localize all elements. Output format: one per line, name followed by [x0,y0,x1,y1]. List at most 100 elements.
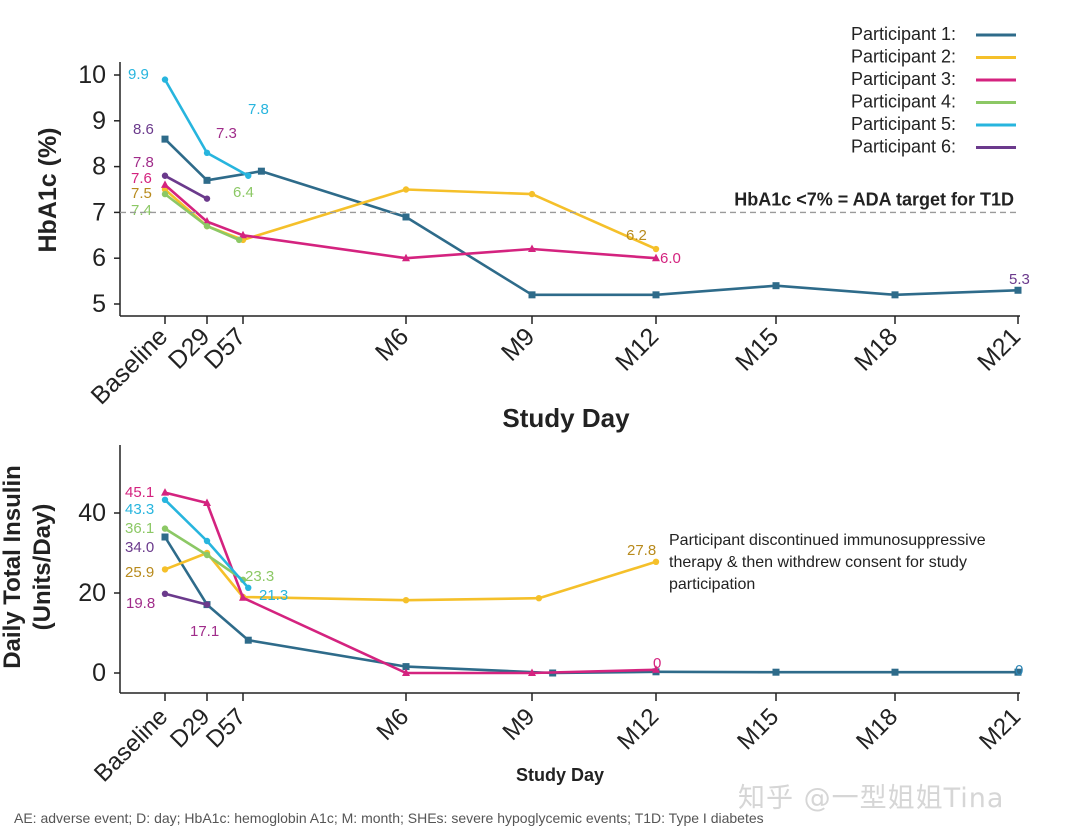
hba1c-y-tick-label: 10 [78,61,106,89]
insulin-data-label: 17.1 [190,623,219,640]
hba1c-data-label: 8.6 [133,121,154,138]
insulin-data-point [161,590,169,597]
hba1c-x-tick-label: M9 [496,322,540,366]
insulin-y-tick-label: 40 [78,499,106,527]
insulin-data-point [239,593,247,601]
hba1c-data-point [203,217,211,225]
hba1c-data-point [245,172,252,179]
hba1c-x-tick-label: M6 [370,322,414,366]
hba1c-data-point [652,245,660,253]
insulin-data-label: 19.8 [126,595,155,612]
hba1c-data-point [203,176,211,184]
insulin-data-point [535,595,543,602]
insulin-data-label: 45.1 [125,484,154,501]
insulin-data-point [772,668,780,676]
hba1c-y-tick-label: 7 [92,198,106,226]
insulin-x-axis-title: Study Day [516,765,604,785]
hba1c-data-label: 7.8 [133,154,154,171]
hba1c-data-label: 7.6 [131,170,152,187]
hba1c-data-point [652,253,660,262]
hba1c-y-tick-label: 8 [92,153,106,181]
insulin-x-tick-label: M6 [372,703,415,746]
legend-entry-label: Participant 6: [851,137,956,157]
insulin-data-point [244,636,252,644]
hba1c-data-point [203,195,211,202]
insulin-data-label: 27.8 [627,542,656,559]
hba1c-y-tick-label: 9 [92,107,106,135]
hba1c-x-tick-label: D57 [199,322,251,374]
hba1c-data-point [652,291,660,299]
withdrawal-annotation-line: therapy & then withdrew consent for stud… [669,554,967,571]
hba1c-data-point [528,190,536,198]
insulin-data-point [161,488,169,496]
insulin-data-point [528,668,536,676]
legend-entry-label: Participant 1: [851,24,956,44]
legend-entry-label: Participant 3: [851,69,956,89]
hba1c-series-line [164,174,208,200]
insulin-data-point [1014,668,1022,676]
insulin-data-point [203,601,211,608]
hba1c-data-point [528,244,536,253]
withdrawal-annotation-line: participation [669,576,755,593]
insulin-y-axis-title-line1: Daily Total Insulin [0,465,26,669]
insulin-data-point [161,525,169,532]
hba1c-data-point [528,291,536,299]
insulin-data-point [203,498,211,506]
hba1c-data-point [239,230,247,239]
hba1c-x-axis-title: Study Day [502,403,630,433]
insulin-data-point [245,584,252,591]
hba1c-data-point [402,253,410,262]
insulin-x-tick-label: M18 [851,703,903,755]
insulin-data-point [652,665,660,673]
insulin-data-point [203,551,211,559]
hba1c-data-label: 6.4 [233,184,254,201]
hba1c-data-point [257,167,265,175]
insulin-data-point [203,537,211,545]
insulin-series-line [164,491,657,675]
hba1c-series-line [164,183,657,260]
insulin-data-label: 43.3 [125,501,154,518]
legend-entry-label: Participant 2: [851,47,956,67]
hba1c-data-point [161,76,169,83]
insulin-data-point [161,496,169,503]
hba1c-data-label: 7.4 [131,202,152,219]
hba1c-series-line [164,138,1019,297]
hba1c-data-label: 7.5 [131,185,152,202]
hba1c-data-point [161,190,169,198]
watermark: 知乎 @一型姐姐Tina [738,783,1005,814]
hba1c-data-point [1014,286,1022,294]
insulin-y-tick-label: 0 [92,659,106,687]
insulin-data-label: 23.3 [245,568,274,585]
insulin-y-tick-label: 20 [78,579,106,607]
insulin-data-point [402,668,410,676]
hba1c-data-point [402,213,410,221]
footnote: AE: adverse event; D: day; HbA1c: hemogl… [14,810,764,826]
insulin-series-line [164,551,657,602]
hba1c-data-label: 9.9 [128,66,149,83]
insulin-data-label: 21.3 [259,587,288,604]
insulin-data-point [161,533,169,541]
insulin-x-tick-label: M9 [498,703,541,746]
hba1c-data-label: 5.3 [1009,271,1030,288]
insulin-data-point [161,566,169,573]
hba1c-data-label: 7.8 [248,101,269,118]
insulin-data-label: 0 [653,655,661,672]
hba1c-data-point [402,186,410,193]
insulin-data-label: 34.0 [125,539,154,556]
insulin-data-point [402,597,410,604]
hba1c-data-point [235,236,243,244]
hba1c-x-tick-label: Baseline [86,322,174,410]
insulin-x-tick-label: M15 [732,703,784,755]
hba1c-y-tick-label: 5 [92,290,106,318]
hba1c-data-label: 7.3 [216,125,237,142]
insulin-y-axis-title-line2: (Units/Day) [29,504,56,631]
hba1c-data-label: 6.0 [660,250,681,267]
insulin-x-tick-label: Baseline [89,703,173,787]
hba1c-data-point [161,172,169,179]
ada-target-label: HbA1c <7% = ADA target for T1D [734,189,1014,209]
hba1c-data-point [203,149,211,157]
insulin-data-point [402,663,410,671]
legend-entry-label: Participant 4: [851,92,956,112]
insulin-data-label: 0 [1015,662,1023,679]
